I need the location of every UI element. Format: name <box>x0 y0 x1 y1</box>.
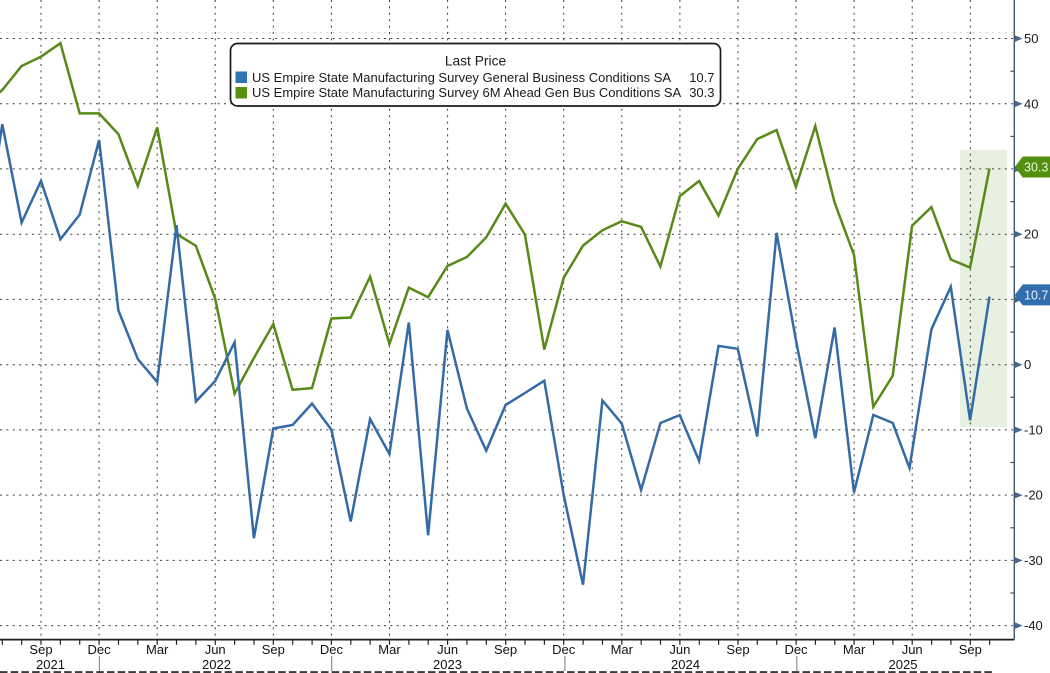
svg-text:Sep: Sep <box>262 642 285 657</box>
svg-text:Last Price: Last Price <box>445 54 507 69</box>
svg-text:0: 0 <box>1024 357 1031 372</box>
svg-text:-30: -30 <box>1024 553 1043 568</box>
svg-text:2025: 2025 <box>889 657 918 672</box>
svg-text:Sep: Sep <box>29 642 52 657</box>
svg-text:Mar: Mar <box>146 642 169 657</box>
svg-text:2021: 2021 <box>36 657 65 672</box>
svg-text:50: 50 <box>1024 31 1038 46</box>
svg-text:Dec: Dec <box>88 642 112 657</box>
svg-text:Sep: Sep <box>494 642 517 657</box>
svg-text:Jun: Jun <box>902 642 923 657</box>
svg-text:Sep: Sep <box>959 642 982 657</box>
svg-text:10.7: 10.7 <box>1024 289 1048 303</box>
svg-text:Dec: Dec <box>784 642 808 657</box>
svg-text:Jun: Jun <box>437 642 458 657</box>
svg-text:US Empire State Manufacturing: US Empire State Manufacturing Survey Gen… <box>252 70 671 85</box>
svg-text:Sep: Sep <box>726 642 749 657</box>
svg-text:-20: -20 <box>1024 488 1043 503</box>
svg-text:2022: 2022 <box>202 657 231 672</box>
svg-text:-40: -40 <box>1024 618 1043 633</box>
svg-text:Dec: Dec <box>552 642 576 657</box>
svg-text:30.3: 30.3 <box>1024 161 1048 175</box>
svg-text:-10: -10 <box>1024 422 1043 437</box>
svg-text:Mar: Mar <box>843 642 866 657</box>
svg-text:40: 40 <box>1024 96 1038 111</box>
svg-text:Mar: Mar <box>611 642 634 657</box>
svg-text:2024: 2024 <box>671 657 700 672</box>
svg-text:10.7: 10.7 <box>689 70 714 85</box>
svg-text:20: 20 <box>1024 227 1038 242</box>
svg-text:US Empire State Manufacturing: US Empire State Manufacturing Survey 6M … <box>252 85 682 100</box>
svg-text:Jun: Jun <box>669 642 690 657</box>
svg-text:Mar: Mar <box>378 642 401 657</box>
svg-text:Jun: Jun <box>205 642 226 657</box>
svg-text:Dec: Dec <box>320 642 344 657</box>
svg-text:30.3: 30.3 <box>689 85 714 100</box>
svg-text:2023: 2023 <box>433 657 462 672</box>
